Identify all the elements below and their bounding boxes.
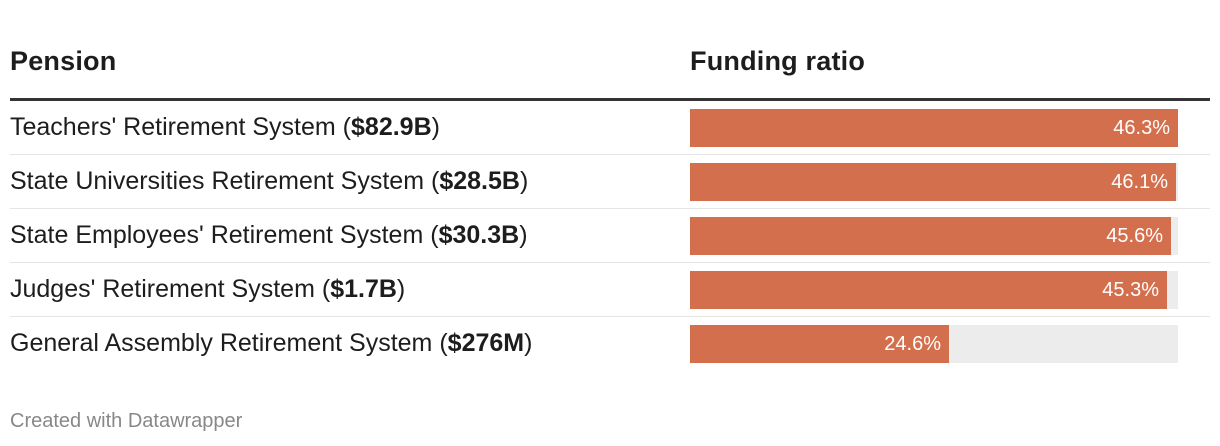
pension-name-text: Teachers' Retirement System — [10, 113, 336, 141]
pension-name-text: General Assembly Retirement System — [10, 329, 433, 357]
pension-name-text: State Employees' Retirement System — [10, 221, 424, 249]
pension-assets: $276M — [447, 329, 525, 357]
pension-assets: $30.3B — [438, 221, 520, 249]
table-header: Pension Funding ratio — [10, 44, 1210, 101]
pension-table: Pension Funding ratio Teachers' Retireme… — [10, 44, 1210, 370]
table-row: State Universities Retirement System ($2… — [10, 155, 1210, 209]
funding-ratio-bar: 45.6% — [690, 217, 1171, 255]
bar-value-label: 45.3% — [1102, 279, 1159, 301]
pension-name-text: State Universities Retirement System — [10, 167, 425, 195]
pension-name-text: Judges' Retirement System — [10, 275, 315, 303]
bar-track: 46.1% — [690, 163, 1178, 201]
bar-value-label: 46.1% — [1111, 171, 1168, 193]
bar-value-label: 46.3% — [1113, 117, 1170, 139]
bar-track: 45.3% — [690, 271, 1178, 309]
funding-ratio-bar: 46.3% — [690, 109, 1178, 147]
funding-ratio-bar: 46.1% — [690, 163, 1176, 201]
bar-value-label: 24.6% — [884, 333, 941, 355]
table-row: State Employees' Retirement System ($30.… — [10, 209, 1210, 263]
table-row: Teachers' Retirement System ($82.9B) 46.… — [10, 101, 1210, 155]
table-row: Judges' Retirement System ($1.7B) 45.3% — [10, 263, 1210, 317]
column-header-funding-ratio: Funding ratio — [690, 46, 866, 76]
pension-name: Judges' Retirement System ($1.7B) — [10, 275, 406, 303]
pension-assets: $1.7B — [330, 275, 397, 303]
bar-value-label: 45.6% — [1106, 225, 1163, 247]
pension-name: Teachers' Retirement System ($82.9B) — [10, 113, 440, 141]
column-header-pension: Pension — [10, 46, 117, 76]
pension-name: State Employees' Retirement System ($30.… — [10, 221, 528, 249]
datawrapper-credit: Created with Datawrapper — [10, 410, 243, 432]
bar-track: 45.6% — [690, 217, 1178, 255]
table-row: General Assembly Retirement System ($276… — [10, 317, 1210, 370]
pension-assets: $82.9B — [351, 113, 432, 141]
funding-ratio-bar: 45.3% — [690, 271, 1167, 309]
bar-track: 24.6% — [690, 325, 1178, 363]
pension-name: General Assembly Retirement System ($276… — [10, 329, 533, 357]
pension-assets: $28.5B — [439, 167, 520, 195]
bar-track: 46.3% — [690, 109, 1178, 147]
funding-ratio-bar: 24.6% — [690, 325, 949, 363]
pension-name: State Universities Retirement System ($2… — [10, 167, 529, 195]
